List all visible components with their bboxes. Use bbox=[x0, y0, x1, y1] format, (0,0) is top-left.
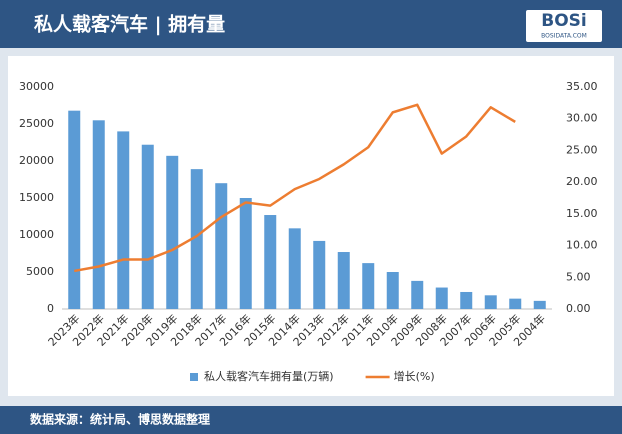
plot-panel bbox=[8, 56, 614, 396]
source: 数据来源：统计局、博思数据整理 bbox=[30, 412, 210, 427]
y-tick-label: 0 bbox=[47, 302, 54, 315]
bar bbox=[264, 215, 277, 309]
bar bbox=[362, 263, 375, 309]
bar bbox=[239, 198, 252, 309]
y2-tick-label: 15.00 bbox=[566, 207, 598, 220]
bar bbox=[288, 228, 301, 309]
bar bbox=[484, 295, 497, 309]
bar bbox=[141, 144, 154, 309]
chart-title: 私人载客汽车 | 拥有量 bbox=[34, 13, 225, 36]
bar bbox=[313, 240, 326, 309]
bar bbox=[411, 280, 424, 309]
y2-tick-label: 30.00 bbox=[566, 112, 598, 125]
y2-tick-label: 35.00 bbox=[566, 80, 598, 93]
y2-tick-label: 0.00 bbox=[566, 302, 591, 315]
y-tick-label: 30000 bbox=[19, 80, 54, 93]
line bbox=[74, 103, 516, 273]
y2-tick-label: 25.00 bbox=[566, 143, 598, 156]
y2-tick-label: 5.00 bbox=[566, 270, 591, 283]
bar bbox=[68, 110, 81, 310]
bar bbox=[117, 131, 130, 309]
bar bbox=[337, 252, 350, 309]
y-tick-label: 25000 bbox=[19, 117, 54, 130]
bar bbox=[533, 300, 546, 309]
legend-label: 私人载客汽车拥有量(万辆) bbox=[204, 369, 334, 383]
logo: BOSi bbox=[541, 11, 586, 31]
bar bbox=[509, 298, 522, 309]
y-tick-label: 10000 bbox=[19, 228, 54, 241]
y2-tick-label: 10.00 bbox=[566, 239, 598, 252]
bar bbox=[460, 291, 473, 309]
logo-box bbox=[526, 10, 602, 42]
legend-label: 增长(%) bbox=[394, 369, 435, 383]
bar bbox=[190, 169, 203, 309]
bar bbox=[166, 155, 179, 309]
logo-site: BOSIDATA.COM bbox=[541, 33, 587, 40]
bar bbox=[215, 183, 228, 309]
header bbox=[0, 0, 622, 48]
y-tick-label: 20000 bbox=[19, 154, 54, 167]
bar bbox=[435, 287, 448, 309]
y-tick-label: 5000 bbox=[26, 265, 54, 278]
footer bbox=[0, 406, 622, 434]
y2-tick-label: 20.00 bbox=[566, 175, 598, 188]
y-tick-label: 15000 bbox=[19, 191, 54, 204]
bar bbox=[386, 272, 399, 309]
legend-swatch bbox=[190, 373, 198, 381]
bar bbox=[92, 120, 105, 309]
